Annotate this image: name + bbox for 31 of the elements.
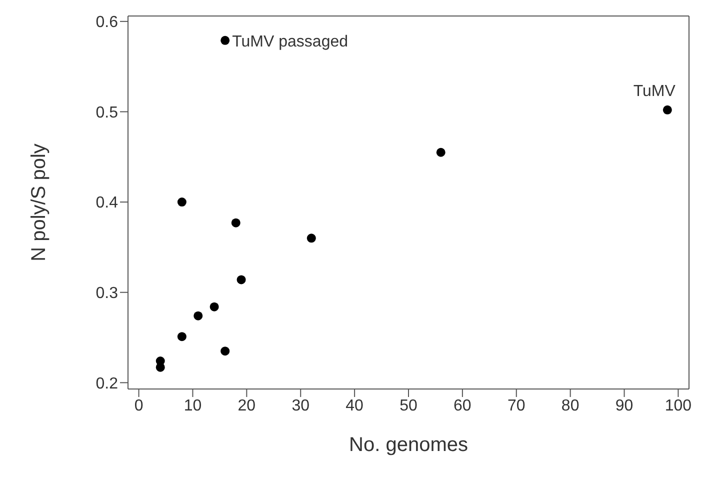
- point: [194, 311, 203, 320]
- point: [306, 234, 316, 243]
- y-tick-label: 0.5: [96, 104, 118, 122]
- x-tick-label: 100: [664, 397, 692, 414]
- x-tick-label: 0: [134, 397, 144, 414]
- point: [436, 148, 446, 157]
- x-tick-label: 90: [615, 397, 634, 414]
- y-tick-label: 0.2: [96, 375, 118, 392]
- y-tick-label: 0.6: [96, 14, 118, 32]
- y-tick-label: 0.4: [96, 194, 118, 212]
- point: [177, 198, 186, 207]
- x-tick-label: 30: [292, 397, 310, 414]
- annotation: TuMV: [633, 82, 676, 100]
- point: [220, 346, 230, 356]
- x-tick-label: 40: [346, 397, 364, 414]
- point: [220, 36, 230, 45]
- point: [177, 332, 186, 342]
- x-tick-label: 50: [400, 397, 418, 414]
- x-axis-title: No. genomes: [349, 434, 468, 456]
- x-tick-label: 10: [184, 397, 202, 414]
- y-axis-title: N poly/S poly: [28, 144, 50, 262]
- x-tick-label: 70: [507, 397, 526, 414]
- y-tick-label: 0.3: [96, 285, 118, 302]
- x-tick-label: 80: [561, 397, 580, 414]
- x-tick-label: 60: [454, 397, 472, 414]
- point: [236, 275, 246, 284]
- point: [662, 105, 672, 114]
- point: [231, 218, 240, 228]
- x-tick-label: 20: [238, 397, 256, 414]
- annotation: TuMV passaged: [232, 33, 348, 50]
- point: [210, 302, 219, 312]
